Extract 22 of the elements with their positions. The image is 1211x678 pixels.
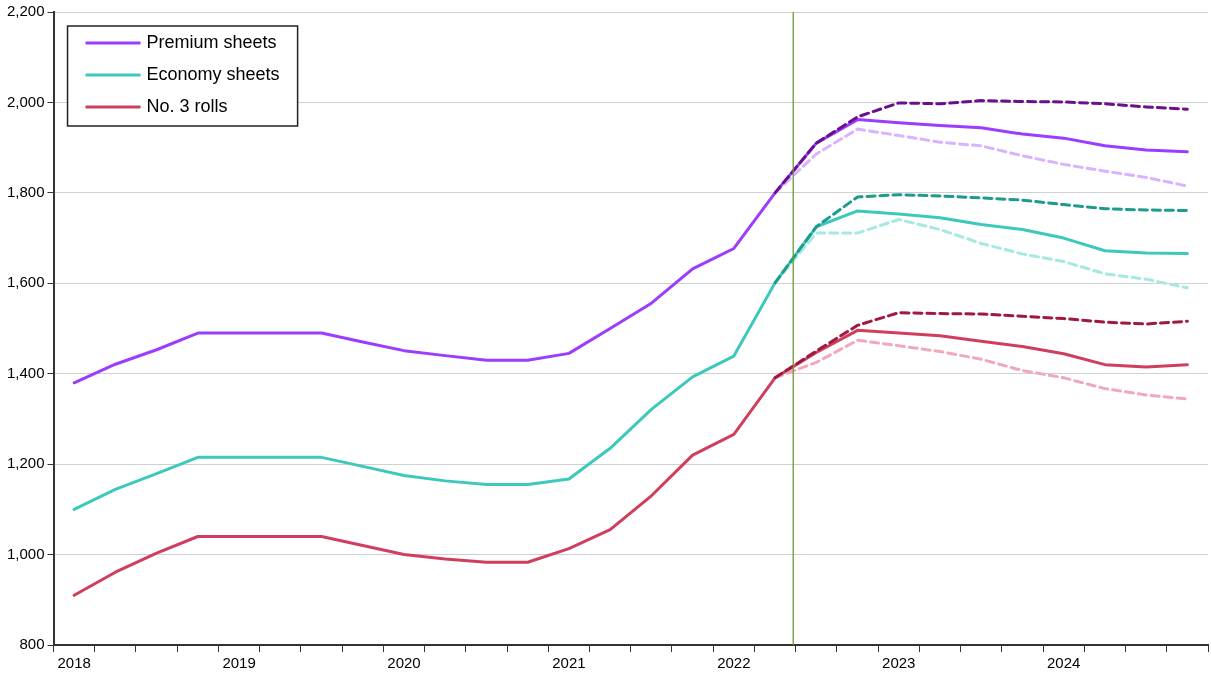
line-series (773, 311, 1189, 380)
y-tick-label: 1,000 (6, 544, 45, 562)
x-tick-label: 2022 (717, 654, 751, 672)
x-tick-label: 2019 (222, 654, 256, 672)
legend-label: No. 3 rolls (146, 95, 228, 116)
y-tick-label: 1,600 (6, 273, 45, 291)
x-tick-label: 2021 (552, 654, 586, 672)
x-tick-label: 2023 (882, 654, 916, 672)
legend-label: Economy sheets (146, 63, 280, 84)
y-tick-label: 1,400 (6, 363, 45, 381)
y-tick-label: 2,200 (6, 2, 45, 20)
x-tick-label: 2020 (387, 654, 421, 672)
x-tick-label: 2024 (1047, 654, 1081, 672)
line-series (773, 127, 1189, 195)
legend-label: Premium sheets (146, 31, 277, 52)
y-tick-label: 1,800 (6, 183, 45, 200)
y-tick-label: 2,000 (6, 92, 45, 110)
line-series (773, 193, 1189, 285)
y-tick-label: 800 (19, 635, 45, 653)
y-tick-label: 1,200 (6, 454, 45, 472)
line-series (773, 99, 1189, 195)
x-tick-label: 2018 (57, 654, 91, 672)
